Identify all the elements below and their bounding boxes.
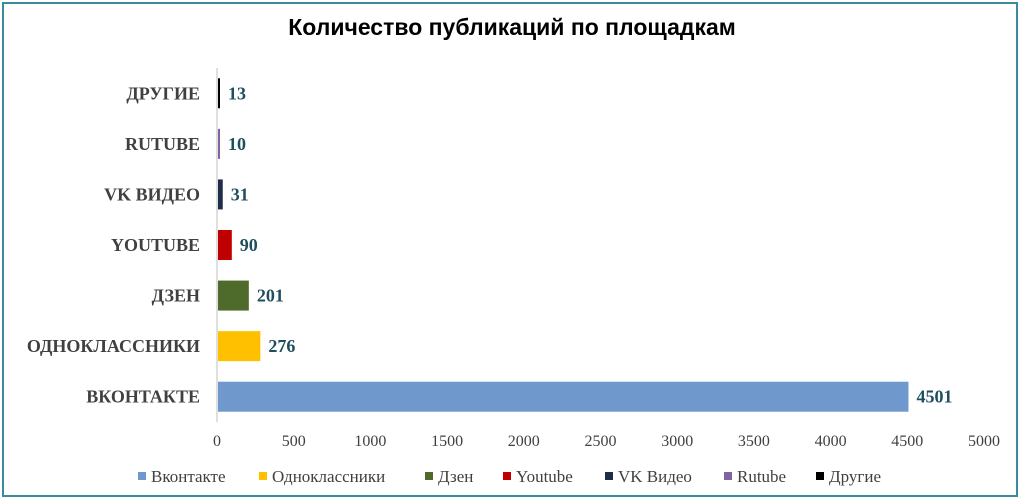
legend-label: Дзен: [438, 467, 473, 486]
x-tick-label: 3500: [738, 433, 770, 450]
category-label: ДЗЕН: [152, 286, 200, 306]
legend-swatch: [425, 472, 433, 480]
bar-3: [218, 230, 232, 260]
legend-swatch: [724, 472, 732, 480]
bar-6: [218, 78, 220, 109]
value-label: 31: [231, 184, 249, 204]
chart-frame: [2, 2, 1018, 497]
legend-label: Youtube: [516, 467, 573, 486]
x-tick-label: 500: [282, 433, 306, 450]
value-label: 4501: [916, 387, 952, 407]
chart-title: Количество публикаций по площадкам: [288, 14, 736, 40]
legend-swatch: [138, 472, 146, 480]
value-label: 90: [240, 235, 258, 255]
x-tick-label: 1000: [354, 433, 386, 450]
bar-0: [218, 381, 909, 412]
legend-swatch: [816, 472, 824, 480]
legend-swatch: [605, 472, 613, 480]
bar-1: [218, 331, 261, 362]
category-label: RUTUBE: [125, 134, 200, 154]
bar-4: [218, 179, 223, 210]
value-label: 13: [228, 83, 246, 103]
bar-2: [218, 280, 249, 311]
value-label: 276: [268, 336, 295, 356]
x-tick-label: 3000: [661, 433, 693, 450]
category-label: YOUTUBE: [111, 235, 200, 255]
x-tick-label: 2500: [585, 433, 617, 450]
legend-label: Одноклассники: [272, 467, 385, 486]
legend-label: Rutube: [737, 467, 786, 486]
bar-5: [218, 128, 220, 159]
category-label: ВКОНТАКТЕ: [86, 387, 200, 407]
value-label: 201: [257, 286, 284, 306]
category-label: ОДНОКЛАССНИКИ: [27, 336, 200, 356]
category-label: ДРУГИЕ: [126, 83, 200, 103]
x-tick-label: 5000: [968, 433, 1000, 450]
legend-label: Вконтакте: [151, 467, 226, 486]
legend-label: VK Видео: [618, 467, 692, 486]
category-label: VK ВИДЕО: [104, 184, 200, 204]
legend-swatch: [259, 472, 267, 480]
legend-swatch: [503, 472, 511, 480]
legend-label: Другие: [829, 467, 881, 486]
x-tick-label: 2000: [508, 433, 540, 450]
x-tick-label: 1500: [431, 433, 463, 450]
x-tick-label: 0: [213, 433, 221, 450]
value-label: 10: [228, 134, 246, 154]
x-tick-label: 4000: [815, 433, 847, 450]
x-tick-label: 4500: [891, 433, 923, 450]
